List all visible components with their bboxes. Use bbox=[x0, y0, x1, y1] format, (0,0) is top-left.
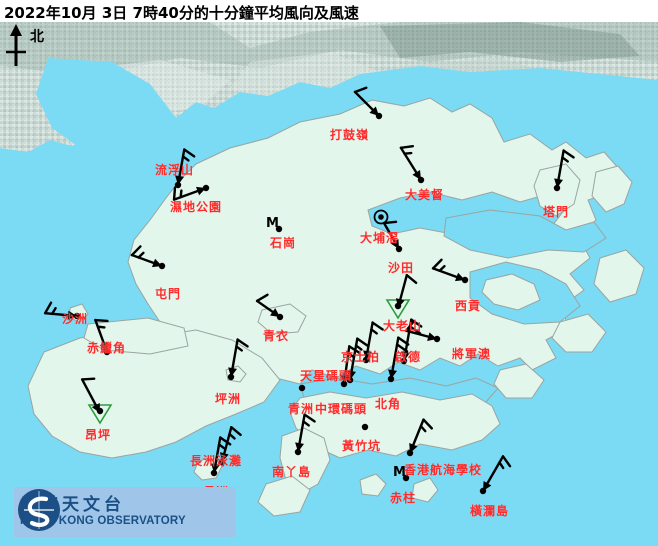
station-marker bbox=[382, 220, 403, 253]
station-marker: M bbox=[266, 216, 283, 233]
hko-logo: 香港天文台 HONG KONG OBSERVATORY bbox=[14, 487, 236, 537]
station-label: 沙田 bbox=[388, 261, 415, 275]
station-marker bbox=[340, 345, 361, 388]
station-marker bbox=[294, 413, 316, 456]
station-marker bbox=[218, 426, 242, 466]
deep-bay-water bbox=[36, 58, 200, 168]
hko-name-en: HONG KONG OBSERVATORY bbox=[20, 514, 186, 527]
station-marker bbox=[43, 301, 81, 320]
station-label: 大美督 bbox=[405, 188, 445, 202]
tolo-channel-water bbox=[443, 209, 607, 259]
station-marker bbox=[346, 337, 369, 384]
station-label: 將軍澳 bbox=[452, 347, 492, 361]
station-label: 啟德 bbox=[395, 350, 422, 364]
north-label: 北 bbox=[30, 29, 44, 45]
sung-kong-island bbox=[257, 475, 311, 517]
station-label: 南丫島 bbox=[272, 465, 312, 479]
station-label: 赤柱 bbox=[390, 491, 417, 505]
station-label: 大埔滘 bbox=[360, 231, 400, 245]
station-label: 沙洲 bbox=[62, 312, 89, 326]
station-marker bbox=[479, 455, 512, 495]
geography-layer bbox=[0, 22, 658, 546]
station-label: 黃竹坑 bbox=[342, 439, 382, 453]
station-marker bbox=[373, 209, 389, 225]
stations-layer: MM bbox=[43, 86, 575, 495]
station-label: 流浮山 bbox=[155, 163, 195, 177]
station-label: 石崗 bbox=[270, 236, 297, 250]
station-label: 香港航海學校 bbox=[404, 463, 483, 477]
station-label: 濕地公園 bbox=[170, 200, 223, 214]
chek-lap-kok-airport bbox=[83, 317, 189, 355]
hko-s-logo-icon bbox=[18, 489, 60, 531]
station-label: 屯門 bbox=[155, 287, 182, 301]
station-label: 打鼓嶺 bbox=[330, 128, 370, 142]
station-marker bbox=[385, 273, 418, 320]
station-marker bbox=[172, 184, 210, 201]
station-marker bbox=[80, 377, 113, 425]
station-label: 中環碼頭 bbox=[315, 402, 368, 416]
station-label: 昂坪 bbox=[85, 428, 112, 442]
station-marker bbox=[353, 86, 383, 120]
station-label: 塔門 bbox=[543, 205, 570, 219]
station-label: 青洲 bbox=[288, 402, 315, 416]
station-marker bbox=[210, 436, 232, 477]
po-toi-island bbox=[359, 473, 387, 497]
outer-island-ne bbox=[591, 165, 633, 213]
page-title: 2022年10月 3日 7時40分的十分鐘平均風向及風速 bbox=[4, 4, 359, 22]
station-marker bbox=[227, 338, 249, 381]
north-arrow-icon bbox=[6, 24, 26, 66]
station-label: 京士柏 bbox=[341, 350, 381, 364]
station-marker bbox=[400, 318, 423, 365]
title-bar: 2022年10月 3日 7時40分的十分鐘平均風向及風速 bbox=[0, 0, 658, 22]
station-marker bbox=[387, 336, 410, 383]
station-label: 赤鱲角 bbox=[87, 341, 127, 355]
clear-water-bay-peninsula bbox=[493, 363, 545, 399]
station-label: 西貢 bbox=[455, 299, 482, 313]
station-label: 橫瀾島 bbox=[470, 504, 510, 518]
station-marker bbox=[399, 144, 425, 184]
station-marker bbox=[255, 293, 284, 321]
sai-kung-island bbox=[481, 273, 541, 311]
southern-islet bbox=[411, 477, 439, 503]
station-marker bbox=[174, 148, 196, 189]
station-label: 坪洲 bbox=[215, 392, 242, 406]
station-marker bbox=[94, 318, 111, 356]
station-marker bbox=[362, 321, 384, 364]
station-label: 長洲泳灘 bbox=[190, 454, 243, 468]
station-marker bbox=[298, 384, 306, 392]
outer-island-e bbox=[593, 249, 645, 303]
station-marker bbox=[553, 149, 575, 192]
station-label: 大老山 bbox=[383, 319, 423, 333]
m-letter-marker: M bbox=[393, 465, 406, 480]
station-marker bbox=[404, 320, 441, 343]
station-marker bbox=[130, 245, 166, 270]
station-label: 天星碼頭 bbox=[300, 369, 353, 383]
station-marker bbox=[361, 423, 369, 431]
station-label: 青衣 bbox=[263, 329, 290, 343]
station-marker: M bbox=[393, 465, 410, 482]
station-label: 北角 bbox=[375, 397, 402, 411]
station-marker bbox=[431, 258, 469, 284]
station-marker bbox=[406, 418, 434, 457]
outer-island-se bbox=[551, 313, 607, 353]
m-letter-marker: M bbox=[266, 216, 279, 231]
